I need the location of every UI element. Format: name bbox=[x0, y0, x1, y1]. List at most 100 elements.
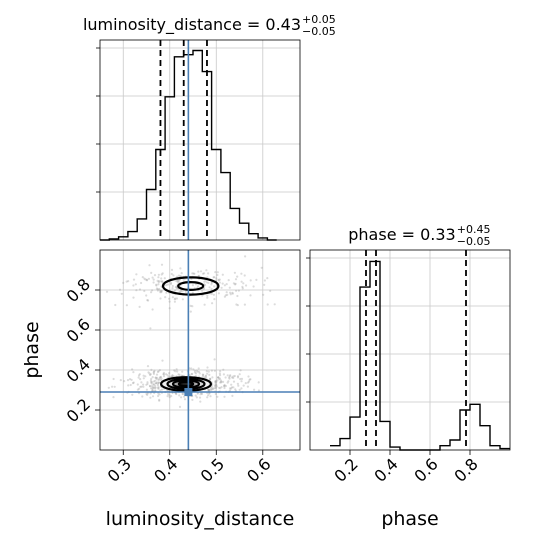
scatter-point bbox=[262, 293, 265, 296]
scatter-point bbox=[236, 375, 240, 378]
scatter-point bbox=[219, 370, 222, 373]
scatter-point bbox=[173, 300, 176, 303]
scatter-point bbox=[206, 372, 209, 375]
scatter-point bbox=[127, 384, 130, 387]
scatter-point bbox=[218, 278, 221, 281]
scatter-point bbox=[245, 284, 248, 287]
quantile-lines bbox=[365, 250, 467, 450]
scatter-point bbox=[216, 271, 219, 274]
scatter-point bbox=[230, 376, 234, 379]
scatter-point bbox=[221, 282, 224, 285]
scatter-point bbox=[231, 291, 234, 294]
scatter-point bbox=[157, 379, 160, 382]
scatter-point bbox=[238, 373, 241, 376]
scatter-point bbox=[240, 380, 243, 383]
scatter-point bbox=[223, 383, 226, 387]
scatter-point bbox=[242, 282, 245, 285]
scatter-point bbox=[177, 373, 180, 376]
scatter-point bbox=[213, 285, 216, 288]
scatter-point bbox=[151, 289, 154, 292]
scatter-point bbox=[147, 277, 150, 280]
scatter-point bbox=[154, 384, 157, 387]
scatter-point bbox=[157, 273, 160, 276]
scatter-point bbox=[219, 381, 222, 384]
scatter-point bbox=[269, 289, 272, 292]
scatter-point bbox=[145, 278, 148, 281]
scatter-point bbox=[161, 280, 164, 283]
x-tick-label: 0.3 bbox=[104, 454, 135, 485]
scatter-point bbox=[118, 288, 122, 291]
scatter-point bbox=[194, 372, 198, 375]
scatter-point bbox=[204, 374, 207, 377]
scatter-point bbox=[122, 281, 125, 284]
scatter-point bbox=[164, 296, 167, 299]
scatter-point bbox=[162, 373, 166, 376]
scatter-point bbox=[266, 303, 269, 306]
scatter-point bbox=[243, 303, 246, 306]
scatter-point bbox=[150, 377, 153, 380]
scatter-point bbox=[158, 398, 161, 401]
scatter-point bbox=[209, 386, 213, 389]
scatter-point bbox=[151, 389, 154, 392]
joint-panel: 0.3 0.4 0.5 0.6 0.2 0.4 0.6 0.8 luminosity_dis… bbox=[21, 249, 301, 530]
scatter-point bbox=[156, 384, 160, 387]
scatter-point bbox=[149, 373, 152, 377]
title-main: luminosity_distance = 0.43 bbox=[83, 15, 301, 35]
scatter-point bbox=[131, 368, 134, 371]
scatter-point bbox=[152, 386, 155, 389]
scatter-point bbox=[224, 376, 227, 379]
scatter-point bbox=[230, 383, 233, 386]
scatter-point bbox=[236, 304, 239, 307]
scatter-point bbox=[156, 288, 159, 291]
scatter-point bbox=[213, 384, 216, 387]
scatter-point bbox=[210, 292, 213, 295]
scatter-point bbox=[201, 289, 204, 292]
scatter-point bbox=[211, 376, 214, 379]
scatter-point bbox=[111, 385, 114, 388]
scatter-point bbox=[215, 380, 218, 383]
contour-line bbox=[161, 276, 220, 296]
scatter-point bbox=[257, 389, 260, 392]
scatter-point bbox=[197, 367, 200, 370]
scatter-point bbox=[226, 374, 229, 377]
scatter-point bbox=[152, 371, 155, 374]
scatter-point bbox=[138, 387, 141, 390]
scatter-point bbox=[158, 377, 161, 381]
scatter-point bbox=[159, 291, 162, 294]
scatter-point bbox=[214, 381, 217, 384]
scatter-point bbox=[151, 395, 155, 398]
scatter-point bbox=[105, 290, 109, 293]
scatter-point bbox=[196, 370, 199, 373]
scatter-point bbox=[210, 369, 213, 372]
scatter-point bbox=[145, 279, 149, 282]
scatter-point bbox=[155, 378, 158, 381]
scatter-point bbox=[226, 293, 229, 296]
scatter-point bbox=[246, 381, 250, 384]
scatter-point bbox=[129, 383, 132, 387]
scatter-point bbox=[215, 385, 218, 388]
scatter-point bbox=[145, 392, 148, 395]
scatter-point bbox=[174, 392, 178, 395]
scatter-point bbox=[130, 378, 133, 381]
scatter-point bbox=[171, 374, 174, 377]
scatter-point bbox=[194, 394, 197, 397]
scatter-point bbox=[223, 386, 226, 390]
scatter-point bbox=[217, 376, 220, 379]
scatter-point bbox=[176, 279, 179, 282]
scatter-point bbox=[140, 381, 143, 384]
scatter-point bbox=[145, 383, 148, 386]
scatter-point bbox=[154, 379, 157, 382]
scatter-point bbox=[149, 385, 152, 388]
scatter-point bbox=[193, 369, 196, 372]
scatter-point bbox=[132, 296, 135, 299]
scatter-point bbox=[138, 373, 141, 376]
scatter-point bbox=[207, 272, 210, 275]
scatter-point bbox=[119, 379, 122, 382]
scatter-point bbox=[228, 375, 231, 378]
scatter-point bbox=[181, 298, 184, 301]
scatter-point bbox=[126, 379, 130, 382]
scatter-point bbox=[150, 380, 154, 383]
scatter-point bbox=[214, 383, 217, 386]
scatter-point bbox=[240, 272, 243, 275]
x-tick-label: 0.2 bbox=[330, 454, 361, 485]
